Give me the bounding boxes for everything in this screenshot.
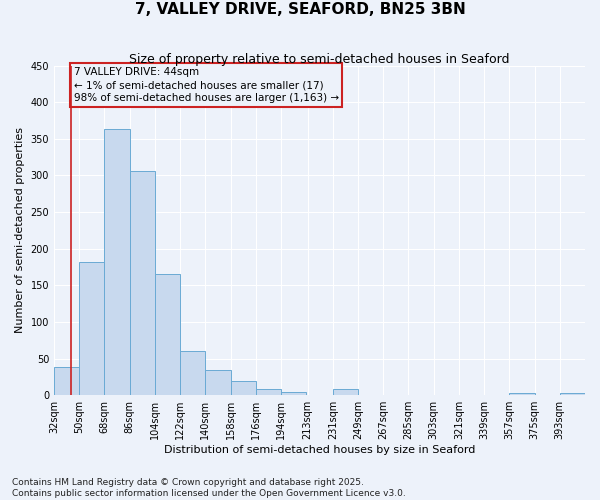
Y-axis label: Number of semi-detached properties: Number of semi-detached properties <box>15 128 25 334</box>
Text: 7, VALLEY DRIVE, SEAFORD, BN25 3BN: 7, VALLEY DRIVE, SEAFORD, BN25 3BN <box>134 2 466 18</box>
Text: Contains HM Land Registry data © Crown copyright and database right 2025.
Contai: Contains HM Land Registry data © Crown c… <box>12 478 406 498</box>
Bar <box>509 393 535 395</box>
Bar <box>180 351 205 395</box>
Bar <box>256 388 281 395</box>
Bar <box>333 390 358 395</box>
Bar <box>54 366 79 395</box>
X-axis label: Distribution of semi-detached houses by size in Seaford: Distribution of semi-detached houses by … <box>164 445 475 455</box>
Bar <box>79 262 104 395</box>
Bar <box>230 380 256 395</box>
Bar <box>560 393 585 395</box>
Bar <box>155 274 180 395</box>
Text: 7 VALLEY DRIVE: 44sqm
← 1% of semi-detached houses are smaller (17)
98% of semi-: 7 VALLEY DRIVE: 44sqm ← 1% of semi-detac… <box>74 67 339 104</box>
Bar <box>205 370 230 395</box>
Bar <box>281 392 306 395</box>
Title: Size of property relative to semi-detached houses in Seaford: Size of property relative to semi-detach… <box>129 52 510 66</box>
Bar <box>104 129 130 395</box>
Bar <box>130 171 155 395</box>
